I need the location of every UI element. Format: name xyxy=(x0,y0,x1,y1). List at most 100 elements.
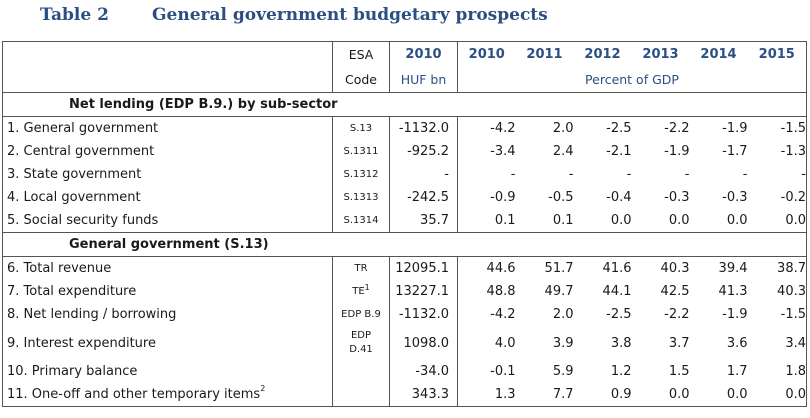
gdp-value: -0.5 xyxy=(548,190,574,205)
gdp-value: 48.8 xyxy=(486,284,516,299)
esa-header-line1: ESA xyxy=(332,41,390,67)
year-header: 2013 xyxy=(631,41,690,67)
gdp-value: 0.0 xyxy=(726,213,748,228)
table-row: 1. General government S.13 -1132.0 -4.2 … xyxy=(2,116,807,140)
esa-code: EDP B.9 xyxy=(332,303,390,326)
gdp-value: 42.5 xyxy=(660,284,690,299)
gdp-value: -0.4 xyxy=(606,190,632,205)
row-label-cell: 11. One-off and other temporary items2 xyxy=(2,383,333,407)
gdp-value: -0.3 xyxy=(664,190,690,205)
table-row: 8. Net lending / borrowing EDP B.9 -1132… xyxy=(2,303,807,326)
gdp-value: -0.2 xyxy=(747,186,807,209)
gdp-value: 1.5 xyxy=(668,364,690,379)
table-row: 9. Interest expenditure EDP D.41 1098.0 4… xyxy=(2,326,807,360)
gdp-value: 0.0 xyxy=(610,213,632,228)
row-label: 4. Local government xyxy=(2,186,333,209)
gdp-value: - xyxy=(742,167,748,182)
esa-code-cell: EDP D.41 xyxy=(332,326,390,360)
gdp-value: -0.3 xyxy=(722,190,748,205)
esa-code: S.13 xyxy=(332,116,390,140)
row-label: 2. Central government xyxy=(2,140,333,163)
year-header: 2011 xyxy=(515,41,574,67)
gdp-value: 3.8 xyxy=(610,335,632,351)
gdp-value: -4.2 xyxy=(490,307,516,322)
gdp-value: 3.4 xyxy=(747,326,807,360)
gdp-value: 44.6 xyxy=(486,261,516,276)
gdp-value: -1.3 xyxy=(747,140,807,163)
gdp-value: 49.7 xyxy=(544,284,574,299)
header-blank xyxy=(2,67,333,93)
huf-value: 12095.1 xyxy=(389,256,458,280)
table-row: 11. One-off and other temporary items2 3… xyxy=(2,383,807,407)
esa-code-line2: D.41 xyxy=(349,344,373,355)
header-blank xyxy=(2,41,333,67)
gdp-value: 3.7 xyxy=(668,335,690,351)
esa-code xyxy=(332,360,390,383)
gdp-value: -2.5 xyxy=(606,307,632,322)
gdp-value: -3.4 xyxy=(490,144,516,159)
esa-code: S.1311 xyxy=(332,140,390,163)
esa-code xyxy=(332,383,390,407)
row-label: 10. Primary balance xyxy=(2,360,333,383)
gdp-value: 2.4 xyxy=(552,144,574,159)
esa-header-line2: Code xyxy=(332,67,390,93)
year-header: 2012 xyxy=(573,41,632,67)
gdp-value: 51.7 xyxy=(544,261,574,276)
gdp-value: 44.1 xyxy=(602,284,632,299)
gdp-value: -0.1 xyxy=(490,364,516,379)
row-label: 9. Interest expenditure xyxy=(2,326,333,360)
gdp-value: -1.5 xyxy=(747,303,807,326)
gdp-value: -2.2 xyxy=(664,307,690,322)
gdp-value: 3.6 xyxy=(726,335,748,351)
gdp-value: -0.9 xyxy=(490,190,516,205)
table-row: 7. Total expenditure TE1 13227.1 48.8 49… xyxy=(2,280,807,303)
gdp-value: - xyxy=(684,167,690,182)
gdp-value: 0.0 xyxy=(668,213,690,228)
gdp-value: - xyxy=(747,163,807,186)
table-row: 2. Central government S.1311 -925.2 -3.4… xyxy=(2,140,807,163)
huf-value: - xyxy=(389,163,458,186)
huf-value: 1098.0 xyxy=(389,326,458,360)
year-header: 2010 xyxy=(457,41,516,67)
gdp-value: 40.3 xyxy=(660,261,690,276)
footnote-marker: 1 xyxy=(364,283,370,292)
gdp-value: 4.0 xyxy=(494,335,516,351)
table-row: 3. State government S.1312 - - - - - - - xyxy=(2,163,807,186)
gdp-value: 0.0 xyxy=(631,383,690,407)
gdp-value: 7.7 xyxy=(515,383,574,407)
section-heading: General government (S.13) xyxy=(2,232,807,257)
budget-table: ESA 2010 2010 2011 2012 2013 2014 2015 C… xyxy=(2,41,807,407)
table-row: 10. Primary balance -34.0 -0.1 5.9 1.2 1… xyxy=(2,360,807,383)
gdp-value: 2.0 xyxy=(552,307,574,322)
gdp-value: -1.7 xyxy=(722,144,748,159)
gdp-value: -1.9 xyxy=(664,144,690,159)
huf-value: -925.2 xyxy=(389,140,458,163)
gdp-value: - xyxy=(510,167,516,182)
year-header: 2015 xyxy=(747,41,807,67)
esa-code: S.1314 xyxy=(332,209,390,233)
gdp-value: 1.7 xyxy=(726,364,748,379)
gdp-value: 3.9 xyxy=(552,335,574,351)
huf-value: 35.7 xyxy=(389,209,458,233)
gdp-value: 38.7 xyxy=(747,256,807,280)
row-label: 3. State government xyxy=(2,163,333,186)
gdp-value: -1.5 xyxy=(747,116,807,140)
gdp-value: 41.6 xyxy=(602,261,632,276)
gdp-value: 39.4 xyxy=(718,261,748,276)
gdp-value: 40.3 xyxy=(747,280,807,303)
esa-code: TE xyxy=(352,286,365,297)
gdp-value: 0.0 xyxy=(689,383,748,407)
gdp-value: 2.0 xyxy=(552,121,574,136)
gdp-value: -1.9 xyxy=(722,121,748,136)
gdp-value: -2.5 xyxy=(606,121,632,136)
row-label: 7. Total expenditure xyxy=(2,280,333,303)
section-heading: Net lending (EDP B.9.) by sub-sector xyxy=(2,92,807,117)
gdp-value: 1.3 xyxy=(457,383,516,407)
esa-code-cell: TE1 xyxy=(332,280,390,303)
huf-value: -34.0 xyxy=(389,360,458,383)
huf-value: 13227.1 xyxy=(389,280,458,303)
huf-value: -1132.0 xyxy=(389,303,458,326)
row-label: 8. Net lending / borrowing xyxy=(2,303,333,326)
footnote-marker: 2 xyxy=(260,384,266,393)
section-row-net-lending: Net lending (EDP B.9.) by sub-sector xyxy=(2,92,807,117)
